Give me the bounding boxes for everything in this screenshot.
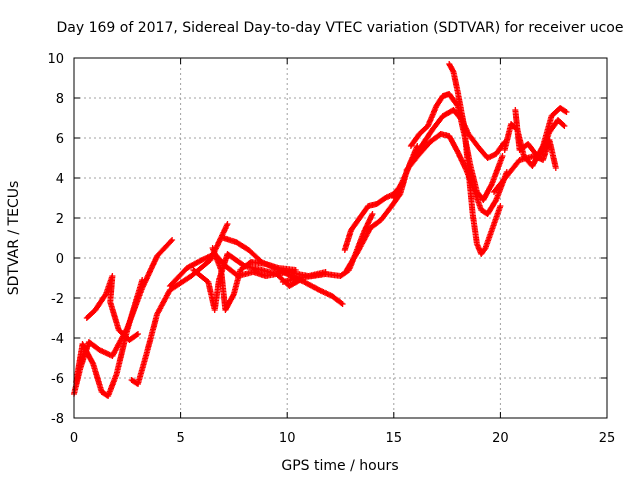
- chart-title: Day 169 of 2017, Sidereal Day-to-day VTE…: [57, 20, 624, 36]
- x-tick-label: 25: [599, 431, 616, 446]
- x-tick-label: 0: [70, 431, 78, 446]
- y-tick-label: 10: [47, 52, 64, 67]
- y-tick-label: 6: [56, 132, 64, 147]
- series-markers: [446, 61, 504, 257]
- x-tick-label: 20: [492, 431, 509, 446]
- series-sat-track-3: [73, 277, 146, 399]
- x-axis-label: GPS time / hours: [281, 458, 398, 474]
- y-tick-label: -6: [51, 372, 64, 387]
- grid-layer: [74, 58, 607, 418]
- series-sat-track-4: [128, 221, 231, 387]
- series-markers: [220, 235, 346, 307]
- y-tick-label: -2: [51, 292, 64, 307]
- series-sat-track-18: [491, 137, 559, 195]
- y-tick-label: 0: [56, 252, 64, 267]
- y-axis-label: SDTVAR / TECUs: [6, 181, 22, 296]
- y-tick-label: 8: [56, 92, 64, 107]
- y-tick-label: 4: [56, 172, 64, 187]
- x-tick-label: 5: [176, 431, 184, 446]
- y-tick-label: -8: [51, 412, 64, 427]
- series-markers: [73, 277, 146, 399]
- data-layer: [71, 61, 570, 399]
- y-tick-label: 2: [56, 212, 64, 227]
- y-tick-label: -4: [51, 332, 64, 347]
- x-tick-label: 10: [279, 431, 296, 446]
- x-tick-label: 15: [386, 431, 403, 446]
- series-markers: [128, 221, 231, 387]
- series-sat-track-8: [220, 235, 346, 307]
- series-sat-track-15: [446, 61, 504, 257]
- plot-frame: [73, 57, 608, 419]
- series-markers: [491, 137, 559, 195]
